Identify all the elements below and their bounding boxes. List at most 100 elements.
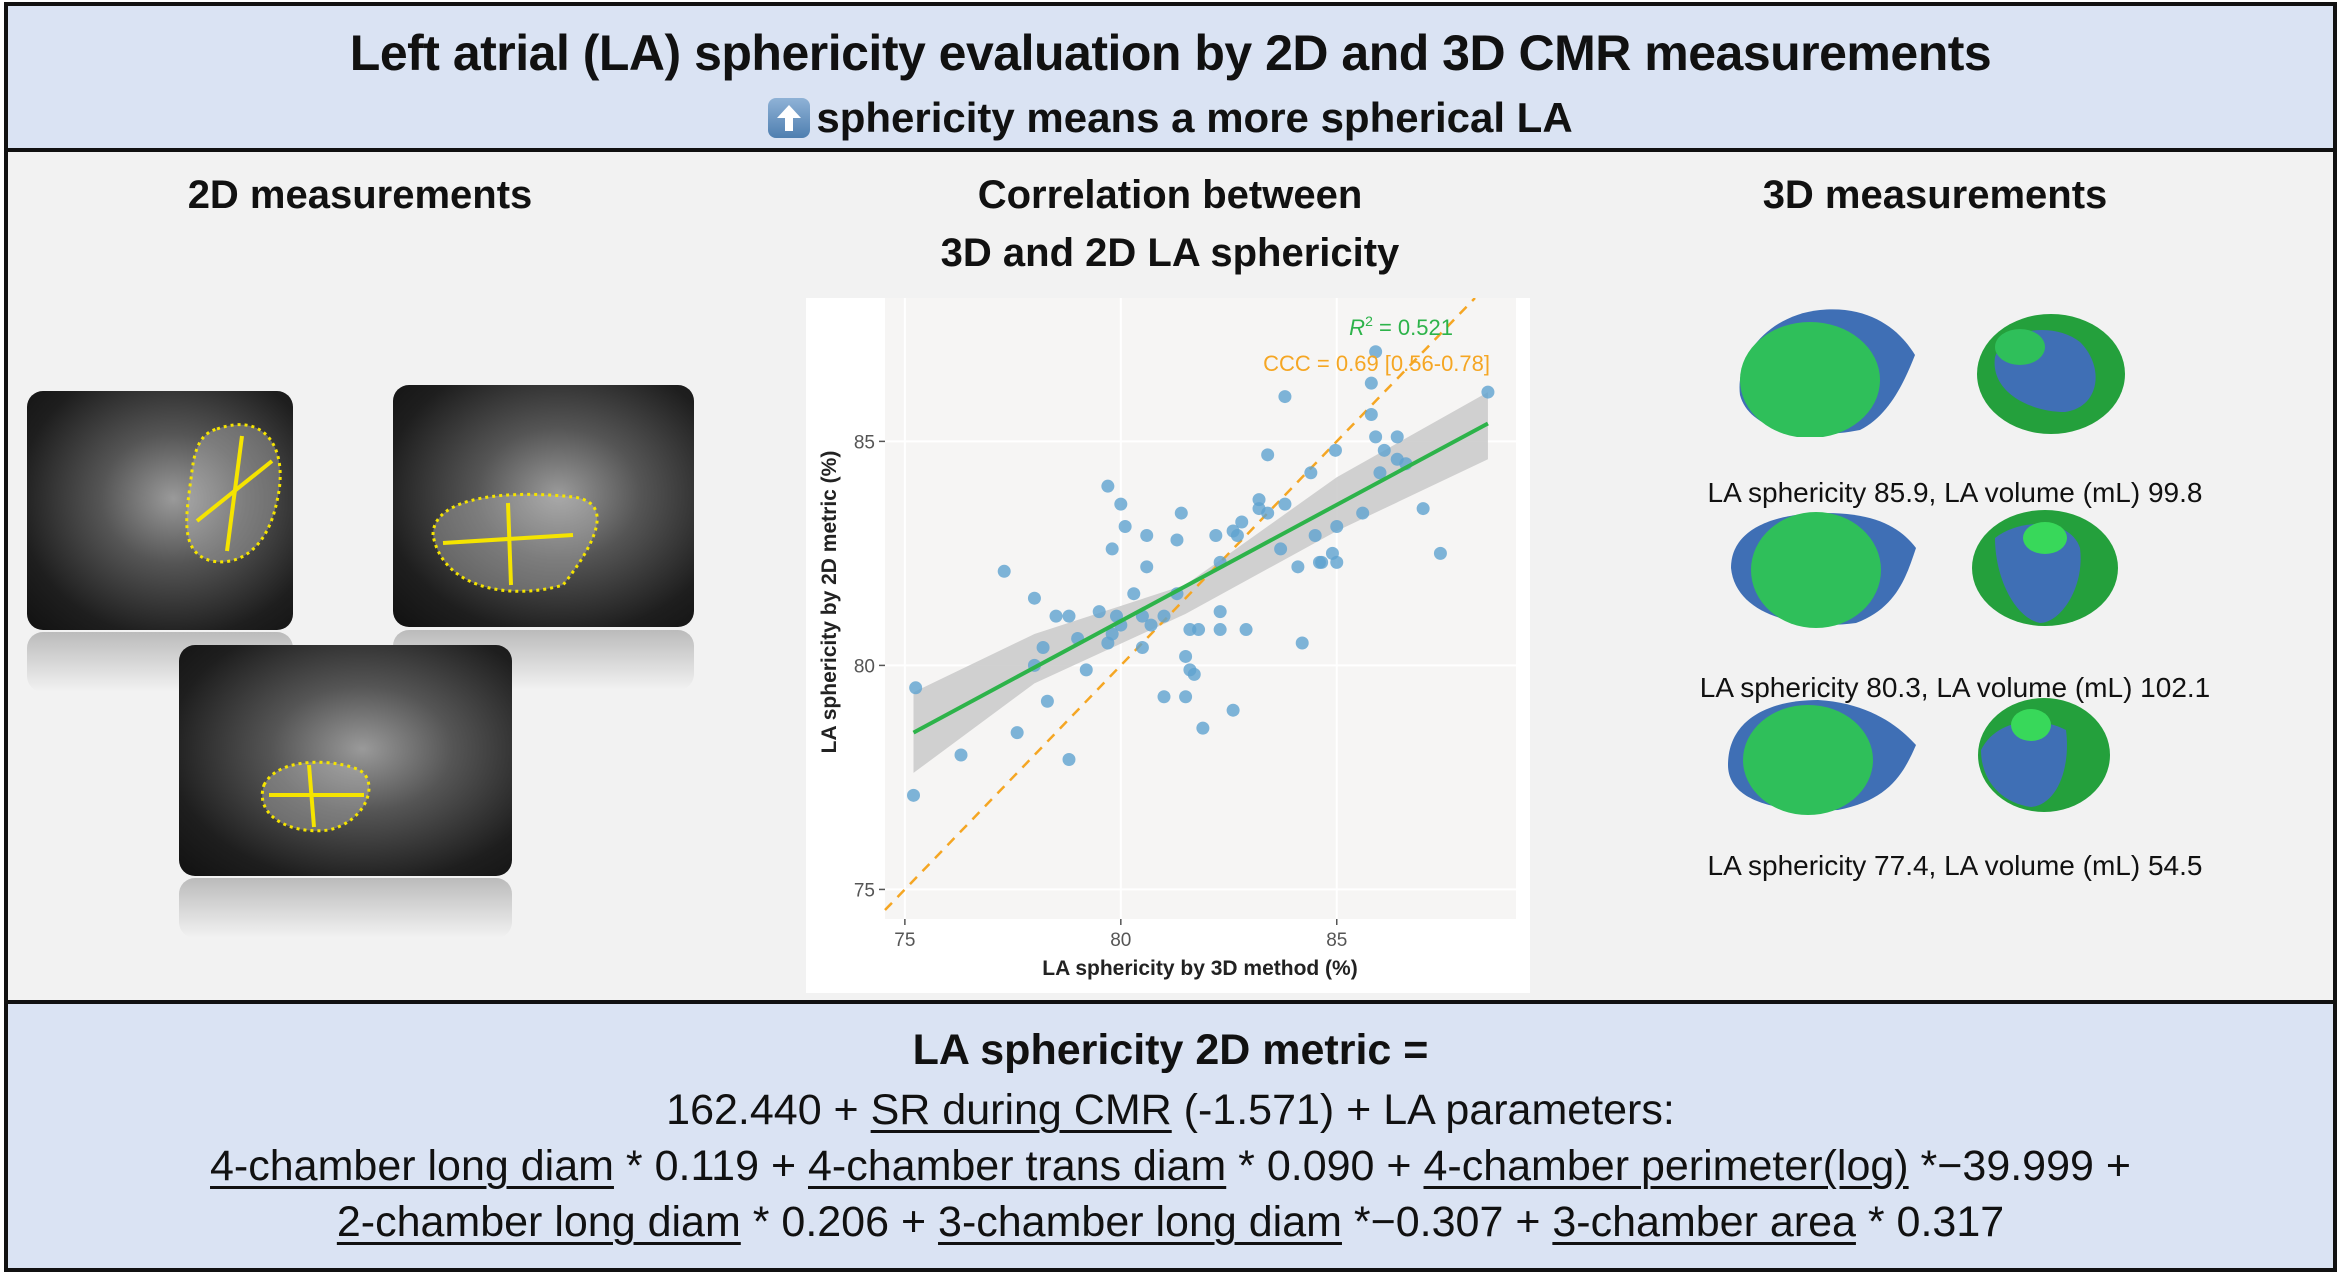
plot-panel bbox=[885, 298, 1516, 919]
r-squared-label: R2 = 0.521 bbox=[1349, 313, 1453, 340]
data-point bbox=[1274, 542, 1288, 556]
data-point bbox=[1433, 546, 1447, 560]
data-point bbox=[1364, 376, 1378, 390]
data-point bbox=[1330, 520, 1344, 534]
data-point bbox=[1140, 560, 1154, 574]
data-point bbox=[1239, 623, 1253, 637]
la-contour-overlay bbox=[431, 492, 599, 593]
data-point bbox=[1226, 703, 1240, 717]
data-point bbox=[1140, 528, 1154, 542]
regression-line bbox=[912, 421, 1489, 735]
data-point bbox=[1235, 515, 1249, 529]
formula-line: LA sphericity 2D metric = bbox=[8, 1026, 2333, 1075]
3d-caption: LA sphericity 77.4, LA volume (mL) 54.5 bbox=[1707, 850, 2203, 881]
up-arrow-icon bbox=[768, 98, 811, 138]
data-point bbox=[1330, 555, 1344, 569]
x-tick-label: 80 bbox=[1110, 930, 1131, 951]
subtitle-text: sphericity means a more spherical LA bbox=[816, 94, 1573, 141]
data-point bbox=[1036, 640, 1050, 654]
data-point bbox=[1304, 466, 1318, 480]
data-point bbox=[1187, 667, 1201, 681]
title-line: Correlation between bbox=[977, 173, 1363, 217]
mri-three-chamber-image bbox=[393, 385, 694, 627]
formula-text: * 0.206 + bbox=[740, 1198, 939, 1246]
data-point bbox=[1179, 690, 1193, 704]
title-line: 3D and 2D LA sphericity bbox=[940, 231, 1400, 275]
correlation-scatter-chart: 75 80 85 75 80 85 R2 = 0.521 CCC = 0.69 [0.56… bbox=[806, 297, 1530, 993]
data-point bbox=[1062, 609, 1076, 623]
mri-two-chamber-image bbox=[27, 391, 293, 630]
formula-text: (-1.571) + LA parameters: bbox=[1171, 1086, 1675, 1134]
image-reflection bbox=[179, 878, 512, 938]
data-point bbox=[1308, 528, 1322, 542]
formula-line: 2-chamber long diam * 0.206 + 3-chamber … bbox=[8, 1198, 2333, 1247]
formula-line: 162.440 + SR during CMR (-1.571) + LA pa… bbox=[8, 1086, 2333, 1135]
data-point bbox=[1295, 636, 1309, 650]
formula-text: * 0.317 bbox=[1855, 1198, 2005, 1246]
identity-line bbox=[884, 297, 1476, 911]
data-point bbox=[1105, 627, 1119, 641]
header-banner: Left atrial (LA) sphericity evaluation b… bbox=[4, 2, 2337, 152]
data-point bbox=[1261, 506, 1275, 520]
data-point bbox=[1027, 591, 1041, 605]
formula-variable: 4-chamber perimeter(log) bbox=[1423, 1142, 1909, 1190]
section-title-correlation: Correlation between 3D and 2D LA spheric… bbox=[820, 166, 1520, 282]
3d-caption: LA sphericity 80.3, LA volume (mL) 102.1 bbox=[1699, 672, 2211, 703]
la-3d-model-front bbox=[1978, 698, 2110, 812]
formula-variable: 3-chamber long diam bbox=[938, 1198, 1342, 1246]
formula-variable: 4-chamber long diam bbox=[210, 1142, 614, 1190]
data-point bbox=[1390, 430, 1404, 444]
data-point bbox=[1230, 528, 1244, 542]
data-points bbox=[907, 345, 1495, 802]
la-3d-model-side bbox=[1739, 309, 1915, 437]
la-contour-overlay bbox=[260, 760, 371, 833]
data-point bbox=[1092, 605, 1106, 619]
formula-line: 4-chamber long diam * 0.119 + 4-chamber … bbox=[8, 1142, 2333, 1191]
data-point bbox=[1135, 640, 1149, 654]
data-point bbox=[1373, 466, 1387, 480]
section-title-3d: 3D measurements bbox=[1762, 173, 2108, 217]
formula-text: *−39.999 + bbox=[1908, 1142, 2131, 1190]
r2-value: = 0.521 bbox=[1373, 315, 1453, 340]
data-point bbox=[1049, 609, 1063, 623]
data-point bbox=[1040, 694, 1054, 708]
data-point bbox=[1278, 390, 1292, 404]
data-point bbox=[1291, 560, 1305, 574]
3d-caption: LA sphericity 85.9, LA volume (mL) 99.8 bbox=[1707, 477, 2203, 508]
data-point bbox=[1062, 752, 1076, 766]
ccc-label: CCC = 0.69 [0.56-0.78] bbox=[1263, 351, 1490, 376]
data-point bbox=[1315, 555, 1329, 569]
data-point bbox=[1213, 623, 1227, 637]
data-point bbox=[1356, 506, 1370, 520]
data-point bbox=[909, 681, 923, 695]
data-point bbox=[1481, 385, 1495, 399]
main-title: Left atrial (LA) sphericity evaluation b… bbox=[349, 25, 1992, 81]
section-title-2d: 2D measurements bbox=[187, 173, 533, 217]
data-point bbox=[997, 564, 1011, 578]
data-point bbox=[1213, 605, 1227, 619]
la-3d-model-side bbox=[1728, 700, 1916, 815]
data-point bbox=[1369, 345, 1383, 359]
data-point bbox=[1157, 609, 1171, 623]
y-axis-title: LA sphericity by 2D metric (%) bbox=[818, 451, 841, 754]
data-point bbox=[1144, 618, 1158, 632]
formula-variable: 3-chamber area bbox=[1552, 1198, 1856, 1246]
data-point bbox=[1328, 443, 1342, 457]
data-point bbox=[1127, 587, 1141, 601]
data-point bbox=[1157, 690, 1171, 704]
data-point bbox=[1010, 726, 1024, 740]
data-point bbox=[1377, 443, 1391, 457]
data-point bbox=[1179, 649, 1193, 663]
data-point bbox=[1105, 542, 1119, 556]
axes: 75 80 85 75 80 85 bbox=[854, 432, 1347, 951]
y-tick-label: 85 bbox=[854, 432, 875, 453]
r2-symbol: R bbox=[1349, 315, 1365, 340]
formula-variable: 4-chamber trans diam bbox=[808, 1142, 1227, 1190]
data-point bbox=[1196, 721, 1210, 735]
x-tick-label: 75 bbox=[894, 930, 915, 951]
chart-svg: 75 80 85 75 80 85 R2 = 0.521 CCC = 0.69 [0.56… bbox=[818, 297, 1516, 980]
formula-text: * 0.119 + bbox=[613, 1142, 808, 1190]
data-point bbox=[1364, 407, 1378, 421]
formula-text: LA sphericity 2D metric = bbox=[912, 1026, 1429, 1074]
data-point bbox=[1192, 623, 1206, 637]
